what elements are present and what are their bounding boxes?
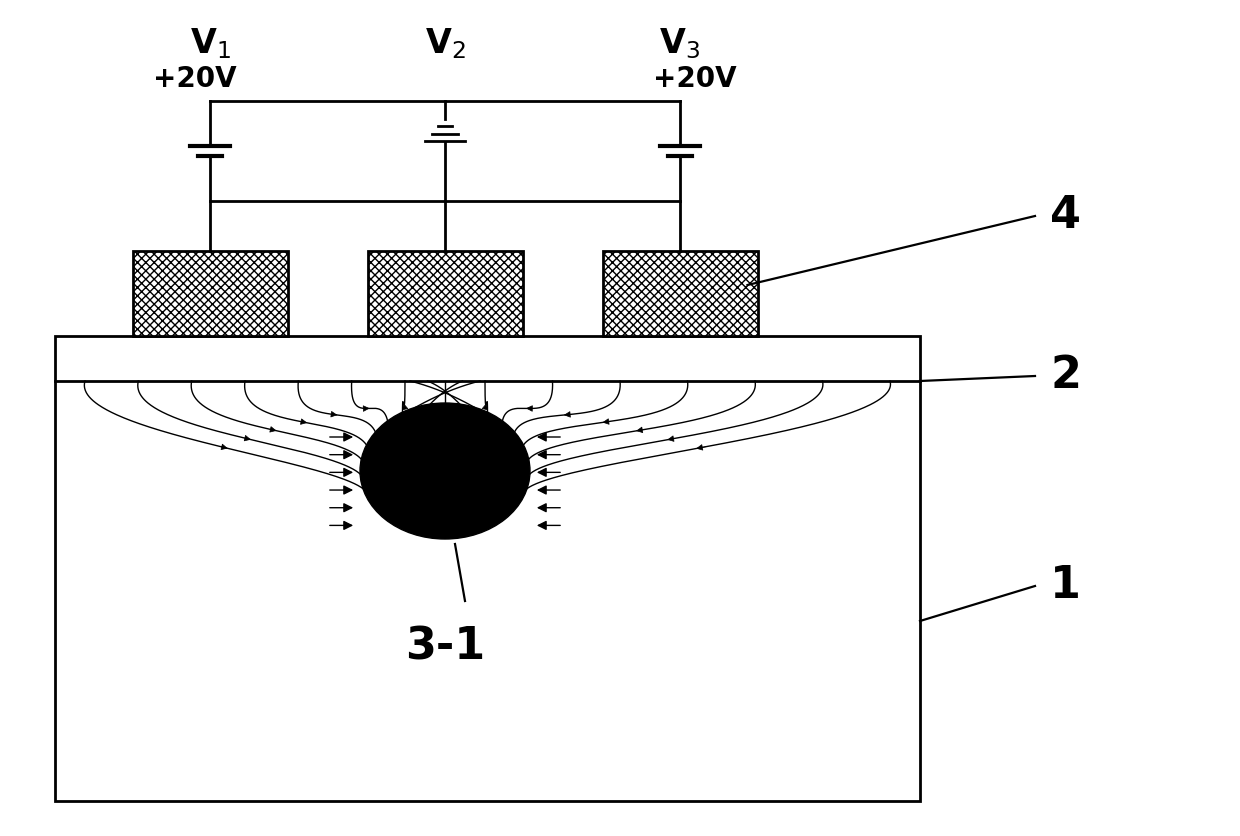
- Text: +20V: +20V: [154, 65, 237, 93]
- Text: 3-1: 3-1: [405, 626, 485, 669]
- Bar: [133, 251, 288, 336]
- Text: V$_2$: V$_2$: [424, 26, 465, 61]
- Text: V$_3$: V$_3$: [660, 26, 701, 61]
- Text: +20V: +20V: [653, 65, 737, 93]
- Text: 2: 2: [1050, 354, 1081, 397]
- Text: 4: 4: [1050, 195, 1081, 237]
- Bar: [367, 251, 522, 336]
- Ellipse shape: [360, 403, 529, 539]
- Text: 1: 1: [1050, 564, 1081, 608]
- Text: V$_1$: V$_1$: [190, 26, 231, 61]
- Bar: [603, 251, 758, 336]
- Bar: [55, 336, 920, 801]
